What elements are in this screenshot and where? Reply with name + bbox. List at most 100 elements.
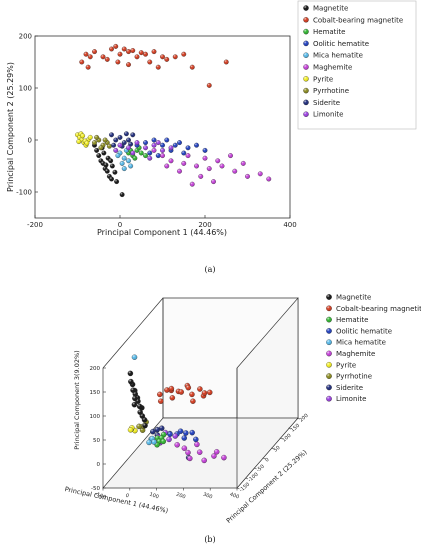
chart-a-point-5-15 xyxy=(240,160,246,166)
chart-a-point-5-11 xyxy=(185,153,191,159)
chart-b-xlabel: Principal Component 1 (44.46%) xyxy=(64,485,169,515)
chart-b-point-0-1 xyxy=(130,387,136,393)
chart-b-point-2-5-shine xyxy=(160,438,166,444)
chart-b-point-3-7 xyxy=(183,430,189,436)
panel-b-caption: (b) xyxy=(204,535,215,544)
chart-b-point-2-5 xyxy=(160,438,167,445)
chart-b-point-8-2 xyxy=(158,425,165,431)
chart-b-point-5-4 xyxy=(221,454,227,461)
chart-a-point-0-7-shine xyxy=(94,148,99,153)
chart-a-point-9-5 xyxy=(160,147,165,153)
chart-a-point-5-8 xyxy=(245,173,250,179)
chart-a-point-4-6 xyxy=(128,163,134,169)
chart-b-point-5-8 xyxy=(213,449,220,455)
chart-a-point-3-10 xyxy=(155,153,161,159)
chart-a-point-8-8-shine xyxy=(124,131,129,137)
chart-b-point-3-7-shine xyxy=(183,430,189,436)
chart-a-point-5-6-shine xyxy=(219,163,225,169)
chart-a-point-1-3 xyxy=(109,46,114,52)
chart-a-point-3-5 xyxy=(177,140,182,146)
chart-b-left-top-edge xyxy=(102,297,164,369)
chart-a-point-2-5 xyxy=(132,155,138,161)
chart-b-point-7-4-shine xyxy=(136,423,142,429)
chart-a-point-5-2 xyxy=(168,158,174,164)
chart-b-point-3-4-shine xyxy=(189,430,195,436)
chart-b-ztick-label-3: 100 xyxy=(90,414,101,420)
chart-b-legend-marker-6 xyxy=(326,361,332,368)
chart-a-point-8-3 xyxy=(121,140,127,146)
chart-a-xtick-label-2: 200 xyxy=(198,221,211,229)
chart-b-point-3-2 xyxy=(177,428,184,434)
chart-b-legend-label-0: Magnetite xyxy=(336,294,371,302)
chart-a-point-3-7 xyxy=(194,142,199,148)
chart-a-point-5-17-shine xyxy=(198,174,204,179)
chart-a-point-8-6-shine xyxy=(111,142,116,148)
chart-b-point-1-6 xyxy=(189,391,195,398)
chart-a-point-1-0 xyxy=(83,51,89,57)
chart-a-point-4-2-shine xyxy=(126,158,131,164)
chart-a-point-1-13-shine xyxy=(121,46,127,52)
chart-b-ztick-label-0: -50 xyxy=(91,486,100,492)
chart-a-point-0-0-shine xyxy=(96,153,102,158)
chart-a-point-5-14 xyxy=(228,153,233,159)
chart-b-point-1-9 xyxy=(206,389,213,396)
chart-b-point-0-6 xyxy=(137,409,143,415)
chart-b-ztick-label-1: 0 xyxy=(97,462,101,468)
chart-a-point-3-6-shine xyxy=(185,145,191,151)
chart-a-point-0-9 xyxy=(101,150,107,156)
chart-a-point-1-5 xyxy=(126,49,131,55)
chart-b-legend-marker-9-shine xyxy=(326,396,332,402)
chart-b-ytick-1 xyxy=(245,477,249,480)
chart-a-point-0-17-shine xyxy=(108,158,113,164)
chart-b-ytick-label-3: 0 xyxy=(264,457,270,464)
chart-b-point-9-3 xyxy=(172,433,178,439)
chart-b-3d-box xyxy=(102,297,299,489)
chart-a-point-8-9 xyxy=(128,141,134,147)
chart-a-legend-label-9: Limonite xyxy=(313,111,343,119)
chart-a-point-2-3-shine xyxy=(138,150,144,156)
chart-a-point-1-15 xyxy=(138,50,144,56)
chart-a-ytick-label-2: 100 xyxy=(19,85,32,93)
chart-a-point-9-4 xyxy=(151,142,157,148)
chart-a-point-1-9-shine xyxy=(160,54,165,60)
chart-a-point-5-1-shine xyxy=(160,153,165,158)
chart-b-point-4-4 xyxy=(131,354,138,360)
chart-a-point-5-16-shine xyxy=(177,168,182,174)
chart-b-point-0-9-shine xyxy=(142,423,148,429)
chart-b-point-6-3-shine xyxy=(127,427,134,433)
chart-a-point-1-2-shine xyxy=(100,54,106,60)
chart-a-point-9-2-shine xyxy=(134,140,140,145)
chart-b-legend-marker-8-shine xyxy=(326,384,332,391)
chart-a-point-8-4 xyxy=(126,137,131,143)
chart-a-point-1-27-shine xyxy=(104,57,110,62)
chart-a-point-9-2 xyxy=(134,140,140,146)
chart-a-point-8-0 xyxy=(109,132,114,138)
chart-a-point-5-2-shine xyxy=(168,158,174,164)
chart-b-legend-label-1: Cobalt-bearing magnetite xyxy=(336,305,421,313)
chart-a-point-1-21 xyxy=(189,64,195,70)
chart-a-legend-marker-5-shine xyxy=(303,64,309,70)
chart-b-legend-marker-5-shine xyxy=(326,350,332,357)
chart-a-point-1-9 xyxy=(160,54,165,60)
chart-a-point-1-16-shine xyxy=(147,59,153,65)
chart-a-legend-label-5: Maghemite xyxy=(313,64,352,72)
chart-a-point-5-0-shine xyxy=(151,148,157,153)
chart-b-point-4-3 xyxy=(151,439,157,445)
chart-a-point-0-11-shine xyxy=(110,163,115,169)
chart-a-point-1-4 xyxy=(117,51,123,57)
chart-b-point-1-11 xyxy=(169,395,176,401)
chart-a-point-0-14-shine xyxy=(119,192,125,197)
chart-a-point-1-3-shine xyxy=(109,46,114,52)
chart-a-point-7-0-shine xyxy=(92,140,97,145)
chart-a-point-5-7-shine xyxy=(232,168,238,174)
chart-b-point-1-13-shine xyxy=(190,398,196,404)
chart-b-legend-marker-0 xyxy=(326,294,332,300)
chart-a-legend-marker-5 xyxy=(303,64,309,70)
chart-b-points xyxy=(127,354,227,464)
chart-b-point-5-9-shine xyxy=(187,455,193,461)
chart-a-point-8-1-shine xyxy=(113,137,119,143)
chart-a-point-9-6 xyxy=(168,145,174,151)
chart-a-point-4-5-shine xyxy=(115,153,121,158)
chart-b-point-5-8-shine xyxy=(214,449,220,455)
chart-b-point-5-3-shine xyxy=(211,453,217,459)
